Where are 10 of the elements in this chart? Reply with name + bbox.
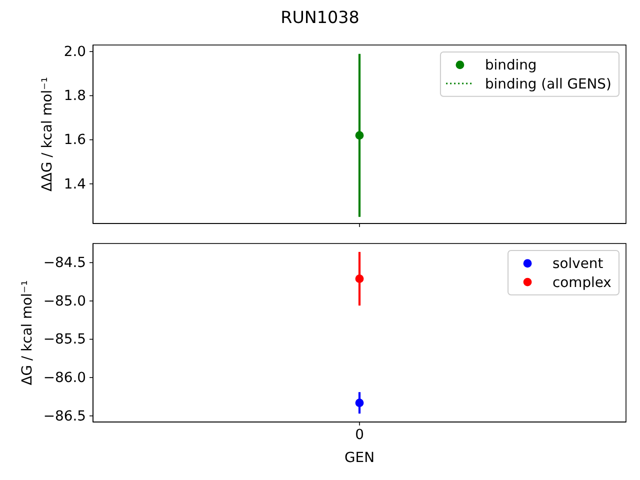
y-tick-label: −86.5 bbox=[43, 408, 86, 424]
legend-label: complex bbox=[552, 274, 612, 291]
y-tick-label: −84.5 bbox=[43, 255, 86, 272]
y-tick-label: −86.0 bbox=[43, 370, 86, 386]
y-axis-title: ΔG / kcal mol⁻¹ bbox=[19, 280, 36, 386]
y-tick-label: −85.0 bbox=[43, 293, 86, 310]
x-axis-title: GEN bbox=[344, 450, 374, 466]
y-tick-label: −85.5 bbox=[43, 332, 86, 348]
x-tick-label: 0 bbox=[355, 426, 364, 443]
legend-label: solvent bbox=[552, 256, 604, 272]
